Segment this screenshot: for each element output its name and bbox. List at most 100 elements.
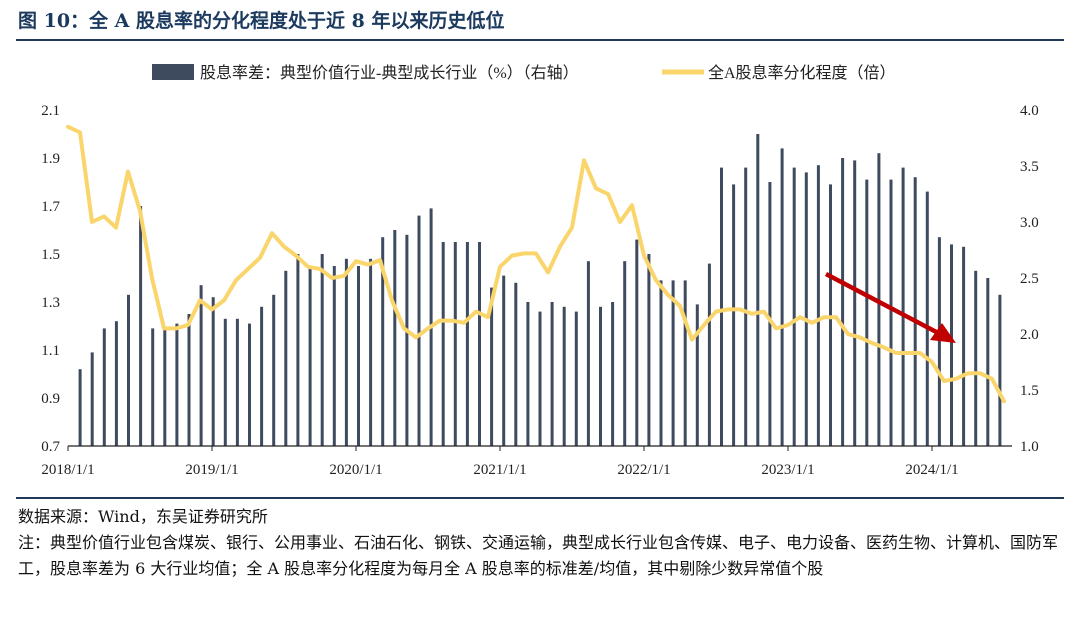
- bar: [901, 167, 905, 446]
- bar: [623, 261, 627, 446]
- left-tick-label: 1.9: [41, 151, 60, 167]
- right-tick-label: 2.5: [1020, 271, 1039, 287]
- bar: [744, 167, 748, 446]
- right-tick-label: 2.0: [1020, 327, 1039, 343]
- series-line: [66, 124, 1006, 404]
- left-tick-label: 1.1: [41, 343, 60, 359]
- bar: [913, 177, 917, 446]
- bar: [344, 258, 348, 446]
- bar: [974, 270, 978, 446]
- bar: [114, 321, 118, 446]
- bar: [538, 311, 542, 446]
- bar: [296, 254, 300, 446]
- bar: [683, 280, 687, 446]
- bar: [865, 179, 869, 446]
- bar: [756, 134, 760, 446]
- bar: [562, 306, 566, 446]
- bar: [998, 294, 1002, 446]
- legend-bar-swatch: [152, 64, 194, 80]
- bar: [671, 280, 675, 446]
- bar: [841, 158, 845, 446]
- bar: [574, 311, 578, 446]
- left-tick-label: 0.7: [41, 439, 60, 455]
- x-tick-label: 2023/1/1: [761, 462, 814, 478]
- bar: [853, 160, 857, 446]
- bar: [526, 302, 530, 446]
- legend-line-label: 全A股息率分化程度（倍）: [708, 64, 896, 82]
- bar-series: [78, 134, 1002, 446]
- bar: [695, 304, 699, 446]
- right-tick-label: 3.0: [1020, 215, 1039, 231]
- bar: [986, 278, 990, 446]
- trend-arrow-shaft: [824, 272, 944, 337]
- left-axis: 0.7 0.9 1.1 1.3 1.5 1.7 1.9 2.1: [41, 103, 60, 455]
- bar: [90, 352, 94, 446]
- bar: [223, 318, 227, 446]
- bar: [211, 297, 215, 446]
- bar: [393, 230, 397, 446]
- bar: [490, 287, 494, 446]
- bar: [272, 294, 276, 446]
- bar: [199, 285, 203, 446]
- bar: [417, 215, 421, 446]
- bar: [804, 172, 808, 446]
- legend-bar-label: 股息率差：典型价值行业-典型成长行业（%）（右轴）: [200, 64, 579, 82]
- bar: [260, 306, 264, 446]
- bar: [187, 314, 191, 446]
- bar: [332, 266, 336, 446]
- right-axis: 1.0 1.5 2.0 2.5 3.0 3.5 4.0: [1020, 103, 1039, 455]
- bar: [453, 242, 457, 446]
- trend-arrow: [824, 272, 956, 343]
- bar: [599, 306, 602, 446]
- title-rule: [16, 39, 1064, 41]
- bar: [465, 242, 469, 446]
- bar: [586, 261, 590, 446]
- bar: [102, 328, 106, 446]
- bar: [514, 282, 518, 446]
- x-tick-label: 2024/1/1: [905, 462, 958, 478]
- bar: [175, 323, 179, 446]
- bar: [357, 266, 360, 446]
- bar: [163, 328, 167, 446]
- bar: [139, 206, 143, 446]
- bar: [478, 242, 481, 446]
- chart: 股息率差：典型价值行业-典型成长行业（%）（右轴） 全A股息率分化程度（倍） 0…: [41, 64, 1039, 478]
- x-tick-label: 2019/1/1: [185, 462, 238, 478]
- source-text: 数据来源：Wind，东吴证券研究所: [18, 507, 268, 526]
- right-tick-label: 1.5: [1020, 383, 1039, 399]
- left-tick-label: 1.5: [41, 247, 60, 263]
- bar: [369, 258, 373, 446]
- bar: [127, 294, 130, 446]
- figure-title: 图 10：全 A 股息率的分化程度处于近 8 年以来历史低位: [18, 10, 505, 32]
- note-text: 注：典型价值行业包含煤炭、银行、公用事业、石油石化、钢铁、交通运输，典型成长行业…: [18, 533, 1059, 578]
- bar: [320, 254, 324, 446]
- bar: [284, 270, 288, 446]
- left-tick-label: 1.7: [41, 199, 60, 215]
- bar: [720, 167, 723, 446]
- bar: [151, 328, 155, 446]
- x-tick-label: 2018/1/1: [41, 462, 94, 478]
- bar: [611, 302, 615, 446]
- bar: [925, 191, 929, 446]
- bar: [441, 242, 445, 446]
- bar: [647, 254, 651, 446]
- x-tick-label: 2021/1/1: [473, 462, 526, 478]
- legend: 股息率差：典型价值行业-典型成长行业（%）（右轴） 全A股息率分化程度（倍）: [152, 64, 896, 82]
- bar: [792, 167, 796, 446]
- bar: [248, 323, 251, 446]
- left-tick-label: 0.9: [41, 391, 60, 407]
- x-axis-labels: 2018/1/1 2019/1/1 2020/1/1 2021/1/1 2022/1/1…: [41, 446, 959, 478]
- left-tick-label: 2.1: [41, 103, 60, 119]
- bar: [381, 237, 385, 446]
- bar: [950, 244, 953, 446]
- bar: [889, 179, 893, 446]
- bar: [962, 246, 966, 446]
- left-tick-label: 1.3: [41, 295, 60, 311]
- bar: [780, 148, 784, 446]
- bar: [308, 266, 312, 446]
- bar: [768, 182, 772, 446]
- bar: [707, 263, 711, 446]
- footer-rule: [16, 497, 1064, 499]
- right-tick-label: 1.0: [1020, 439, 1039, 455]
- x-tick-label: 2020/1/1: [329, 462, 382, 478]
